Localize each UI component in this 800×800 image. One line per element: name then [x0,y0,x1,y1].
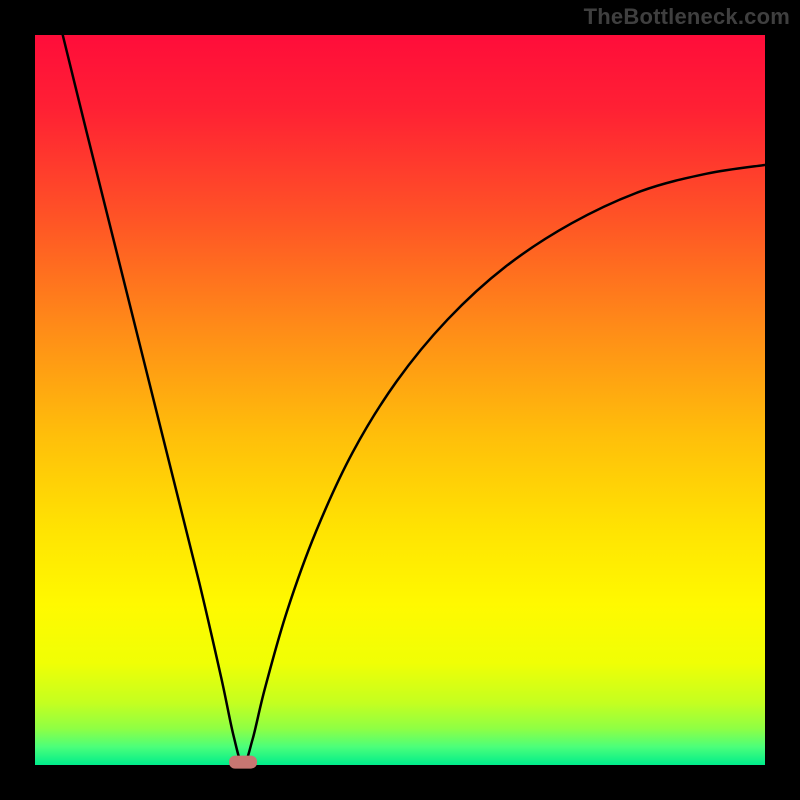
chart-svg [0,0,800,800]
watermark-text: TheBottleneck.com [584,4,790,30]
chart-stage: TheBottleneck.com [0,0,800,800]
vertex-marker [229,756,257,769]
plot-background [35,35,765,765]
